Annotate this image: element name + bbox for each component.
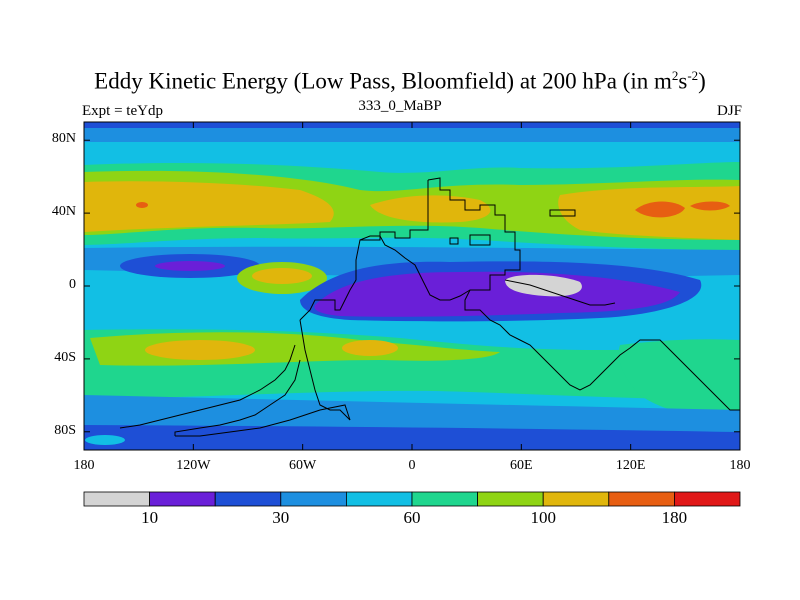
lat-tick-label: 40N	[51, 204, 76, 220]
lon-tick-label: 120W	[176, 458, 211, 473]
contour-polar-south-small	[85, 435, 125, 445]
colorbar-swatch	[542, 491, 610, 507]
colorbar-swatch	[345, 491, 413, 507]
contour-pacific-180	[635, 201, 685, 218]
colorbar-label: 60	[403, 508, 421, 527]
contour-north-atlantic-140	[84, 181, 334, 232]
contour-indopacific-10	[314, 271, 680, 317]
colorbar-label: 180	[661, 508, 688, 527]
lon-tick-label: 180	[73, 458, 95, 473]
contour-south-140	[145, 340, 255, 360]
colorbar-swatch	[214, 491, 282, 507]
lon-tick-label: 60W	[289, 458, 317, 473]
colorbar-swatch	[149, 491, 216, 507]
contour-small-180	[136, 202, 148, 208]
contour-tropical-atlantic-140	[252, 268, 312, 284]
contour-min-region	[505, 274, 582, 297]
contour-south-pacific-60	[618, 339, 740, 420]
colorbar-swatch	[411, 491, 478, 507]
contour-polar-south	[84, 425, 740, 450]
lat-tick-label: 0	[69, 277, 76, 292]
colorbar-label: 30	[272, 508, 290, 527]
lon-tick-label: 180	[729, 458, 751, 473]
map-title: Eddy Kinetic Energy (Low Pass, Bloomfiel…	[94, 68, 706, 94]
lon-tick-label: 0	[408, 458, 416, 473]
lat-tick-label: 40S	[54, 349, 76, 365]
colorbar	[83, 491, 741, 507]
season-label: DJF	[716, 103, 742, 119]
contour-tropical-east-pacific-10	[155, 261, 225, 271]
lat-tick-label: 80N	[51, 131, 76, 147]
colorbar-swatch	[83, 491, 150, 507]
lon-tick-label: 120E	[615, 458, 646, 473]
contour-south-140b	[342, 340, 398, 356]
colorbar-swatch	[280, 491, 347, 507]
colorbar-swatch	[674, 491, 741, 507]
colorbar-swatch	[608, 491, 675, 507]
lon-tick-label: 60E	[510, 458, 533, 473]
colorbar-swatch	[477, 491, 544, 507]
contour-north-30	[84, 128, 740, 142]
land-outline	[119, 177, 740, 437]
contour-eurasia-140	[370, 195, 491, 223]
case-label: 333_0_MaBP	[358, 98, 442, 114]
contour-south-30	[84, 395, 740, 432]
contour-pacific-180b	[690, 201, 730, 211]
lat-tick-label: 80S	[54, 422, 76, 438]
axis-ticks	[83, 122, 741, 450]
experiment-label: Expt = teYdp	[82, 103, 163, 119]
colorbar-label: 100	[530, 508, 556, 527]
colorbar-label: 10	[141, 508, 159, 527]
contour-field	[84, 122, 740, 450]
